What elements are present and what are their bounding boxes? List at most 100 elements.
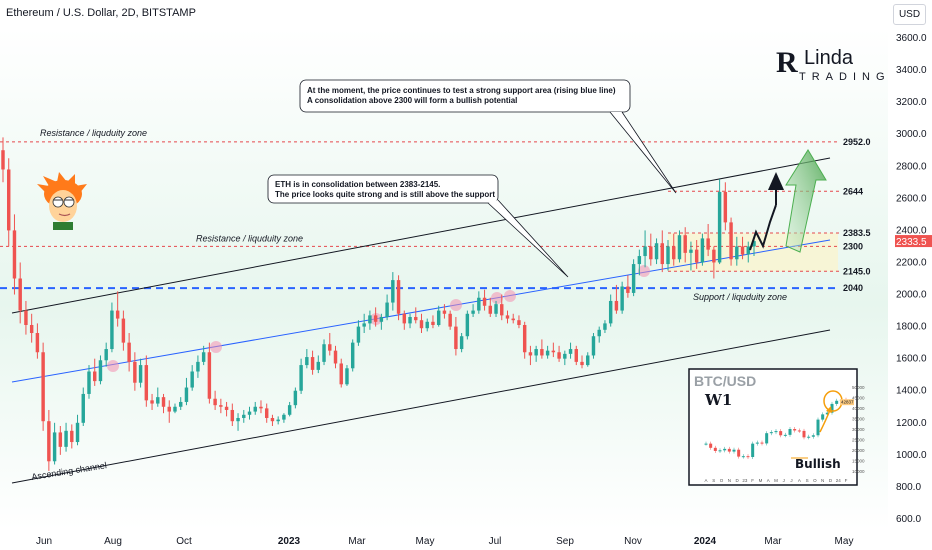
inset-x-tick: O bbox=[813, 478, 817, 483]
candle-body bbox=[712, 249, 716, 263]
candle-body bbox=[402, 313, 407, 324]
inset-y-tick: 20000 bbox=[852, 448, 865, 453]
inset-candle bbox=[774, 431, 778, 433]
y-tick-label: 2800.0 bbox=[896, 161, 927, 172]
callout2-pointer bbox=[487, 199, 569, 278]
inset-y-tick: 35000 bbox=[852, 417, 865, 422]
inset-y-tick: 45000 bbox=[852, 396, 865, 401]
candle-body bbox=[408, 316, 412, 324]
currency-button[interactable]: USD bbox=[893, 4, 926, 25]
resistance-label-top: Resistance / liquduity zone bbox=[40, 128, 147, 138]
black-arrow-head bbox=[768, 172, 784, 190]
candle-body bbox=[454, 326, 458, 350]
last-price-tag bbox=[895, 235, 932, 248]
touch-circle-5 bbox=[504, 290, 516, 302]
candle-body bbox=[201, 352, 206, 362]
x-tick-label: May bbox=[416, 536, 435, 547]
x-tick-label: Mar bbox=[348, 536, 366, 547]
inset-x-tick: 24 bbox=[836, 478, 842, 483]
inset-candle bbox=[811, 435, 815, 437]
candle-body bbox=[104, 349, 108, 361]
candle-body bbox=[522, 324, 527, 353]
inset-candle bbox=[825, 412, 829, 415]
y-tick-label: 2200.0 bbox=[896, 257, 927, 268]
time-axis: Jun Aug Oct 2023 Mar May Jul Sep Nov 2024 Mar May bbox=[36, 536, 854, 547]
candle-body bbox=[299, 365, 303, 391]
inset-x-tick: A bbox=[767, 478, 770, 483]
candle-body bbox=[264, 408, 269, 418]
candle-body bbox=[666, 246, 670, 265]
candle-body bbox=[649, 246, 653, 260]
candle-body bbox=[746, 246, 750, 255]
candle-body bbox=[379, 316, 384, 322]
candle-body bbox=[436, 310, 441, 325]
inset-candle bbox=[727, 448, 731, 452]
projection-arrows bbox=[749, 149, 827, 253]
candle-body bbox=[568, 349, 573, 354]
candle-body bbox=[683, 235, 687, 253]
candle-body bbox=[477, 297, 481, 311]
candle-body bbox=[356, 326, 361, 343]
inset-x-tick: N bbox=[821, 478, 824, 483]
btc-inset-chart: BTC/USD W1 50000 45000 40000 35000 30000 2500… bbox=[688, 368, 865, 486]
candle-body bbox=[677, 235, 682, 260]
candle-body bbox=[534, 349, 538, 356]
candle-body bbox=[196, 361, 200, 372]
candle-body bbox=[293, 390, 298, 406]
inset-plot: 50000 45000 40000 35000 30000 25000 20000 15000… bbox=[704, 385, 865, 483]
candle-body bbox=[224, 406, 229, 410]
linda-trading-logo: R Linda TRADING bbox=[776, 46, 885, 83]
candle-body bbox=[540, 349, 544, 356]
candle-body bbox=[87, 371, 91, 394]
candle-body bbox=[431, 321, 435, 325]
candle-body bbox=[173, 406, 177, 412]
candle-body bbox=[322, 344, 326, 362]
channel-lower-line bbox=[11, 329, 831, 484]
cartoon-character-icon bbox=[37, 172, 87, 230]
x-tick-label: Oct bbox=[176, 536, 192, 547]
candle-body bbox=[631, 264, 636, 293]
y-tick-label: 1600.0 bbox=[896, 354, 927, 365]
candle-body bbox=[419, 320, 424, 329]
inset-candle bbox=[732, 449, 736, 452]
inset-x-tick: J bbox=[790, 478, 792, 483]
candle-body bbox=[144, 365, 149, 401]
candle-body bbox=[643, 246, 647, 257]
logo-mark: R bbox=[776, 46, 798, 79]
candle-body bbox=[448, 313, 452, 327]
candle-body bbox=[184, 387, 189, 402]
candle-body bbox=[689, 249, 693, 253]
candle-body bbox=[700, 238, 705, 263]
candle-body bbox=[242, 414, 246, 418]
y-tick-label: 3600.0 bbox=[896, 33, 927, 44]
inset-candle bbox=[821, 414, 825, 420]
candle-body bbox=[133, 361, 137, 383]
channel-upper-line bbox=[11, 157, 831, 314]
candle-body bbox=[138, 365, 143, 383]
inset-candle bbox=[783, 434, 787, 436]
candle-body bbox=[75, 422, 80, 443]
callout1-pointer bbox=[609, 111, 677, 194]
candle-body bbox=[230, 409, 235, 422]
candle-body bbox=[190, 371, 194, 388]
callout1-line-0: At the moment, the price continues to te… bbox=[307, 86, 616, 95]
candle-body bbox=[12, 230, 17, 279]
inset-candle bbox=[793, 429, 797, 431]
candle-body bbox=[368, 315, 372, 324]
inset-candle bbox=[769, 432, 773, 434]
candle-body bbox=[580, 361, 584, 366]
candle-body bbox=[259, 406, 263, 409]
inset-x-tick: F bbox=[845, 478, 848, 483]
candle-body bbox=[18, 278, 22, 311]
candle-body bbox=[654, 243, 659, 260]
price-axis: 600.0 800.0 1000.0 1200.0 1400.0 1600.0 1800.0… bbox=[895, 33, 932, 525]
candle-body bbox=[127, 342, 131, 362]
inset-timeframe: W1 bbox=[704, 391, 732, 409]
candle-body bbox=[626, 286, 630, 293]
candle-body bbox=[511, 318, 515, 321]
rising-blue-support-line bbox=[11, 239, 831, 383]
inset-x-tick: M bbox=[759, 478, 763, 483]
inset-candle bbox=[788, 429, 792, 435]
inset-arrow-head bbox=[826, 406, 832, 413]
